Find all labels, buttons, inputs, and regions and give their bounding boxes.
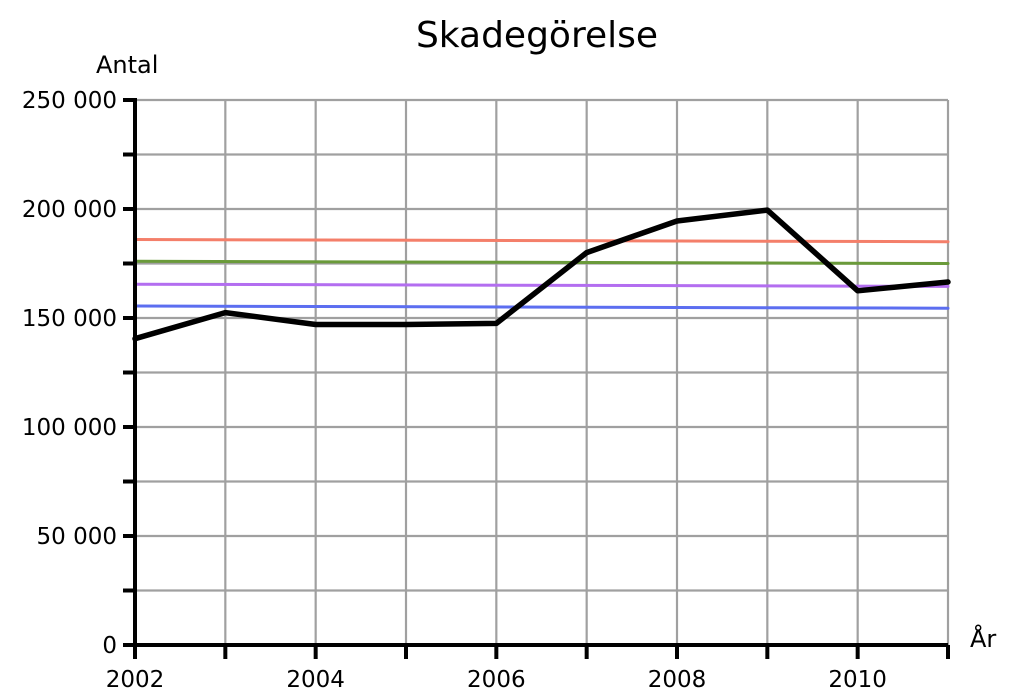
x-tick-label: 2008 [648, 667, 707, 693]
reference-line [133, 259, 950, 265]
series-group [132, 207, 951, 342]
y-tick-label: 150 000 [22, 306, 117, 332]
y-tick-label: 50 000 [37, 524, 117, 550]
y-tick-label: 100 000 [22, 415, 117, 441]
x-axis-label: År [970, 624, 996, 653]
x-tick-label: 2006 [467, 667, 526, 693]
axes [123, 98, 950, 659]
y-tick-label: 200 000 [22, 197, 117, 223]
grid [133, 98, 950, 647]
reference-line [133, 304, 950, 310]
x-tick-label: 2002 [106, 667, 165, 693]
main-series-line [132, 207, 951, 342]
x-tick-labels: 2002 2004 2006 2008 2010 [106, 667, 887, 693]
y-axis-label: Antal [96, 51, 158, 79]
y-tick-labels: 0 50 000 100 000 150 000 200 000 250 000 [22, 88, 117, 659]
y-tick-label: 250 000 [22, 88, 117, 114]
x-tick-label: 2010 [828, 667, 887, 693]
reference-line [133, 238, 950, 244]
y-tick-label: 0 [102, 633, 117, 659]
x-tick-label: 2004 [286, 667, 345, 693]
chart-title: Skadegörelse [416, 15, 658, 56]
